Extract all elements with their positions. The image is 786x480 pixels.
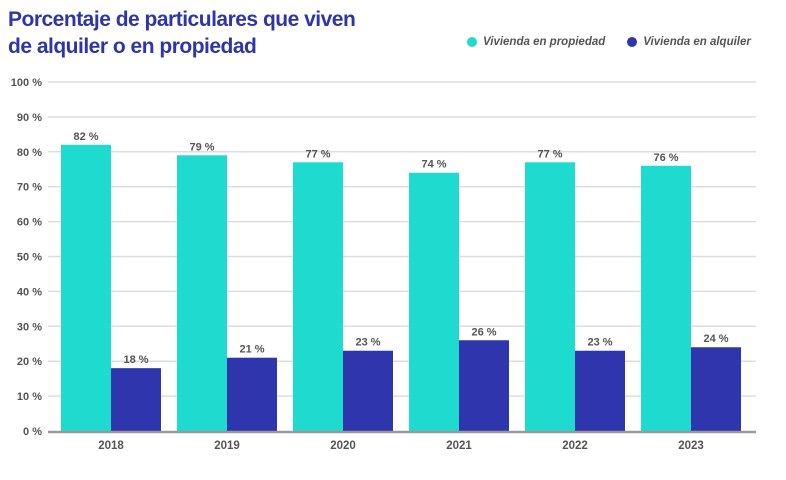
legend-item-alquiler: Vivienda en alquiler — [627, 36, 751, 48]
chart-title-line-1: Porcentaje de particulares que viven — [8, 8, 356, 31]
bar-alquiler-2018 — [111, 368, 161, 431]
x-tick-label: 2022 — [562, 440, 588, 452]
bar-propiedad-2022 — [525, 162, 575, 431]
legend-swatch-propiedad — [467, 37, 477, 47]
data-label: 74 % — [421, 159, 446, 171]
data-label: 76 % — [653, 152, 678, 164]
data-label: 77 % — [305, 148, 330, 160]
data-label: 24 % — [703, 333, 728, 345]
y-tick-label: 20 % — [17, 356, 42, 368]
legend-item-propiedad: Vivienda en propiedad — [467, 36, 605, 48]
data-label: 26 % — [471, 326, 496, 338]
y-tick-label: 90 % — [17, 112, 42, 124]
y-tick-label: 30 % — [17, 321, 42, 333]
y-tick-label: 60 % — [17, 217, 42, 229]
x-tick-label: 2020 — [330, 440, 356, 452]
y-tick-label: 70 % — [17, 182, 42, 194]
x-tick-label: 2018 — [98, 440, 124, 452]
bar-propiedad-2018 — [61, 144, 111, 431]
data-label: 23 % — [587, 337, 612, 349]
legend-label-propiedad: Vivienda en propiedad — [483, 36, 606, 48]
bar-propiedad-2021 — [409, 172, 459, 432]
y-tick-label: 10 % — [17, 391, 42, 403]
legend: Vivienda en propiedad Vivienda en alquil… — [467, 36, 751, 48]
bar-alquiler-2022 — [575, 350, 625, 431]
legend-label-alquiler: Vivienda en alquiler — [643, 36, 751, 48]
x-tick-label: 2021 — [446, 440, 472, 452]
legend-swatch-alquiler — [627, 37, 638, 47]
bar-alquiler-2020 — [343, 350, 393, 431]
data-label: 79 % — [189, 141, 214, 153]
bar-propiedad-2019 — [177, 155, 227, 432]
x-tick-label: 2023 — [678, 440, 704, 452]
y-tick-label: 50 % — [17, 252, 42, 264]
data-label: 82 % — [73, 131, 98, 143]
bar-propiedad-2020 — [293, 162, 343, 431]
chart-title-line-2: de alquiler o en propiedad — [8, 35, 257, 58]
y-tick-label: 80 % — [17, 147, 42, 159]
y-tick-label: 40 % — [17, 286, 42, 298]
x-tick-label: 2019 — [214, 440, 240, 452]
data-label: 23 % — [355, 337, 380, 349]
data-label: 18 % — [123, 354, 148, 366]
data-label: 21 % — [239, 344, 264, 356]
bar-alquiler-2023 — [691, 347, 741, 431]
bar-propiedad-2023 — [641, 165, 691, 431]
chart-title: Porcentaje de particulares que viven de … — [8, 6, 356, 60]
bar-alquiler-2021 — [459, 340, 509, 431]
data-label: 77 % — [537, 148, 562, 160]
bar-alquiler-2019 — [227, 357, 277, 431]
y-tick-label: 0 % — [23, 426, 42, 438]
y-tick-label: 100 % — [11, 77, 42, 89]
